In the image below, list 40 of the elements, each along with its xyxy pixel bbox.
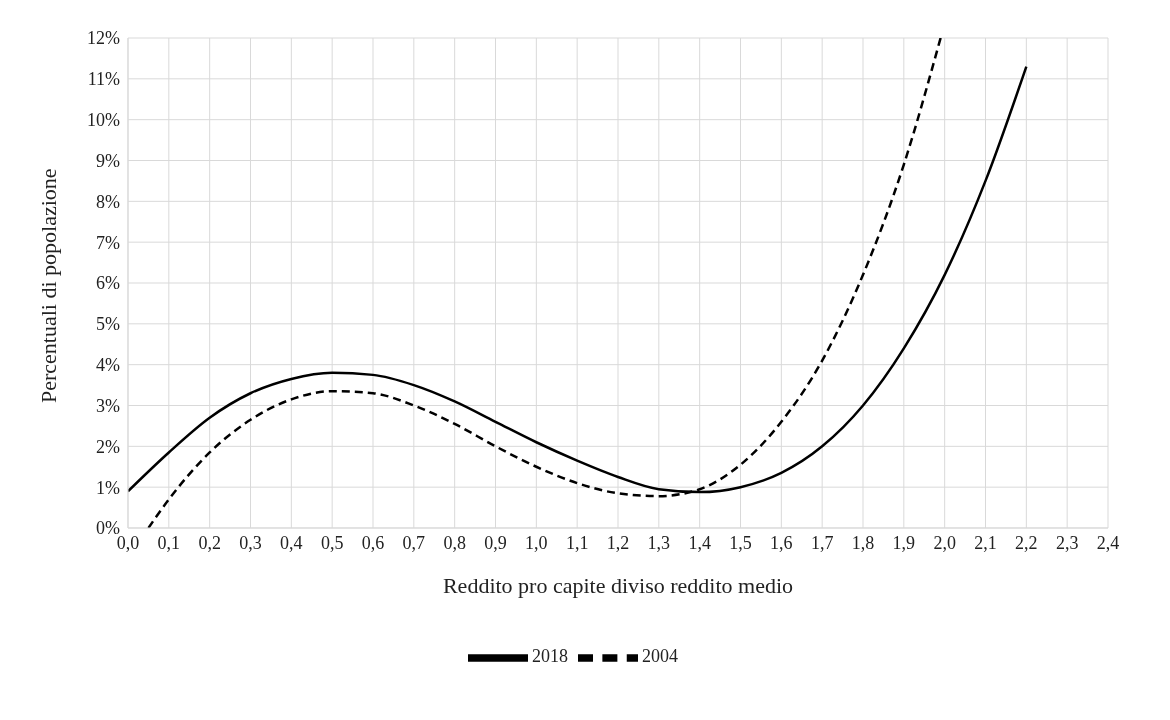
x-tick-label: 2,0 <box>933 532 956 553</box>
x-tick-label: 2,3 <box>1055 532 1079 553</box>
y-tick-label: 3% <box>96 395 120 416</box>
x-tick-label: 1,7 <box>810 532 834 553</box>
x-tick-label: 1,0 <box>525 532 548 553</box>
y-axis-title: Percentuali di popolazione <box>35 168 61 403</box>
x-tick-label: 0,9 <box>484 532 507 553</box>
x-tick-label: 0,1 <box>157 532 181 553</box>
y-tick-label: 6% <box>96 273 120 294</box>
x-tick-label: 1,8 <box>851 532 875 553</box>
x-tick-label: 1,4 <box>688 532 711 553</box>
x-tick-label: 2,4 <box>1096 532 1120 553</box>
y-tick-label: 9% <box>96 150 120 171</box>
x-tick-label: 0,8 <box>443 532 466 553</box>
y-tick-label: 7% <box>96 232 120 253</box>
x-tick-label: 1,9 <box>892 532 916 553</box>
y-tick-label: 11% <box>87 69 120 90</box>
y-tick-label: 12% <box>87 28 120 49</box>
x-tick-label: 1,6 <box>770 532 793 553</box>
y-tick-label: 4% <box>96 355 120 376</box>
legend-label: 2004 <box>642 646 678 667</box>
legend-label: 2018 <box>532 646 568 667</box>
x-tick-label: 0,5 <box>320 532 344 553</box>
y-tick-label: 1% <box>96 477 120 498</box>
y-tick-label: 10% <box>87 110 120 131</box>
x-tick-label: 0,2 <box>198 532 221 553</box>
x-tick-label: 1,1 <box>565 532 589 553</box>
x-tick-label: 2,1 <box>974 532 997 553</box>
x-tick-label: 2,2 <box>1015 532 1038 553</box>
x-tick-label: 1,5 <box>729 532 752 553</box>
y-tick-label: 8% <box>96 191 120 212</box>
y-tick-label: 5% <box>96 314 120 335</box>
x-tick-label: 1,2 <box>606 532 630 553</box>
x-axis-title: Reddito pro capite diviso reddito medio <box>442 573 794 598</box>
x-tick-label: 0,6 <box>361 532 385 553</box>
x-tick-label: 1,3 <box>647 532 671 553</box>
y-tick-label: 2% <box>96 436 120 457</box>
x-tick-label: 0,7 <box>402 532 426 553</box>
x-tick-label: 0,3 <box>239 532 262 553</box>
x-tick-label: 0,4 <box>280 532 303 553</box>
